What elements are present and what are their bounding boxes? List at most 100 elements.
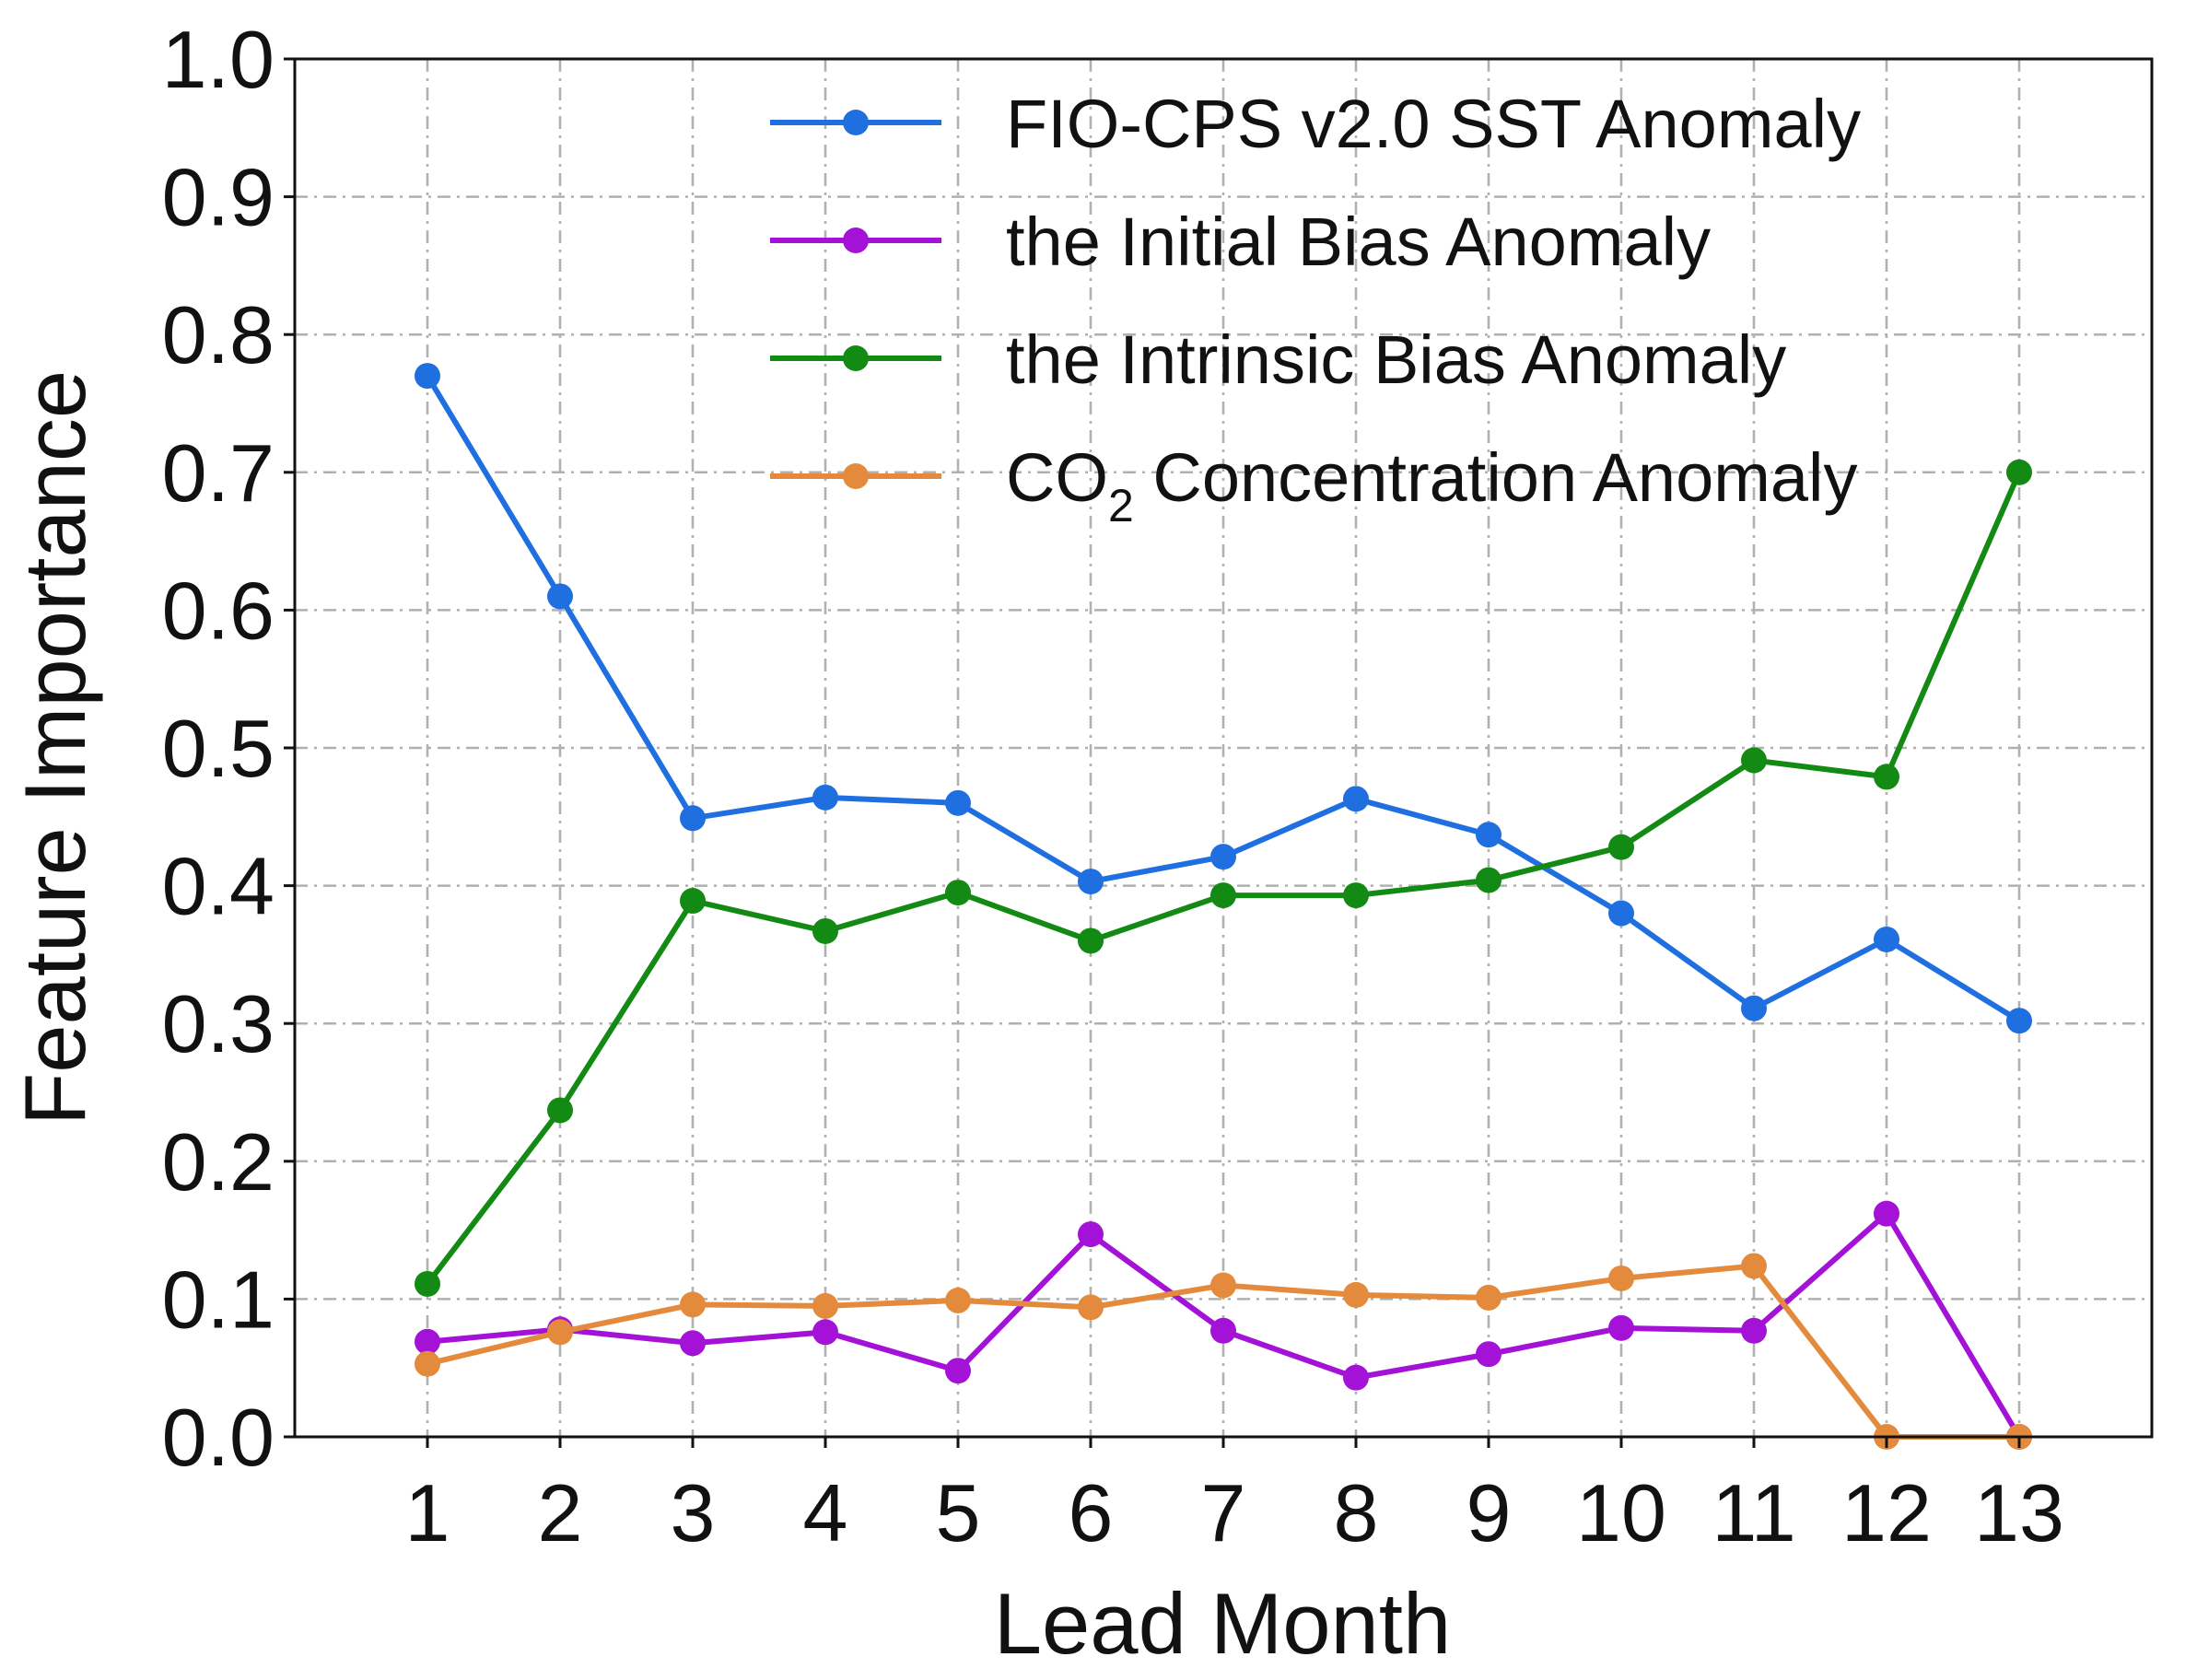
x-tick-label: 3 — [671, 1467, 716, 1558]
legend-label-part: FIO-CPS v2.0 SST Anomaly — [1006, 86, 1861, 162]
legend-label: the Intrinsic Bias Anomaly — [1006, 321, 1786, 398]
data-point — [680, 1330, 706, 1357]
legend-label-part: the Initial Bias Anomaly — [1006, 204, 1711, 280]
legend-item: FIO-CPS v2.0 SST Anomaly — [770, 86, 1861, 162]
legend-label: the Initial Bias Anomaly — [1006, 204, 1711, 280]
grid-lines — [295, 57, 2152, 1439]
legend-item: CO2 Concentration Anomaly — [770, 439, 1857, 531]
legend-label-part: CO — [1006, 439, 1108, 516]
series-1 — [415, 363, 2032, 1034]
data-point — [547, 1097, 573, 1124]
y-tick-label: 0.0 — [162, 1392, 275, 1483]
data-point — [2006, 459, 2032, 485]
series-2 — [415, 1200, 2032, 1450]
data-point — [1210, 1272, 1236, 1299]
y-tick-label: 1.0 — [162, 14, 275, 105]
legend-label: CO2 Concentration Anomaly — [1006, 439, 1857, 531]
data-point — [1210, 882, 1236, 909]
data-point — [945, 880, 971, 906]
x-tick-label: 2 — [538, 1467, 583, 1558]
legend-item: the Intrinsic Bias Anomaly — [770, 321, 1786, 398]
x-tick-label: 6 — [1069, 1467, 1114, 1558]
data-point — [1476, 867, 1501, 893]
data-point — [945, 1358, 971, 1384]
data-point — [1608, 834, 1634, 860]
series-4 — [415, 1253, 2032, 1450]
y-tick-label: 0.5 — [162, 703, 275, 794]
y-tick-label: 0.4 — [162, 841, 275, 932]
legend-label: FIO-CPS v2.0 SST Anomaly — [1006, 86, 1861, 162]
x-tick-label: 12 — [1841, 1467, 1932, 1558]
legend-marker — [843, 345, 869, 371]
x-tick-label: 11 — [1712, 1467, 1795, 1558]
x-tick-label: 13 — [1974, 1467, 2064, 1558]
data-point — [1210, 1317, 1236, 1344]
data-point — [1343, 786, 1369, 812]
data-point — [1741, 747, 1767, 774]
data-point — [812, 917, 838, 944]
y-tick-label: 0.1 — [162, 1254, 275, 1345]
data-point — [1608, 1265, 1634, 1291]
legend-label-part: Concentration Anomaly — [1134, 439, 1858, 516]
data-point — [1078, 1294, 1104, 1321]
data-point — [1078, 869, 1104, 895]
data-point — [945, 1287, 971, 1313]
data-point — [1476, 1341, 1501, 1368]
data-point — [415, 363, 440, 390]
data-point — [1476, 822, 1501, 848]
data-point — [1078, 1221, 1104, 1248]
x-tick-label: 8 — [1334, 1467, 1379, 1558]
legend-item: the Initial Bias Anomaly — [770, 204, 1711, 280]
data-point — [415, 1350, 440, 1377]
data-point — [680, 1291, 706, 1318]
x-tick-label: 7 — [1201, 1467, 1246, 1558]
data-point — [1874, 764, 1899, 790]
data-point — [812, 784, 838, 811]
data-point — [812, 1292, 838, 1319]
data-point — [812, 1319, 838, 1346]
data-point — [1343, 882, 1369, 909]
x-tick-label: 9 — [1466, 1467, 1512, 1558]
data-point — [1741, 1253, 1767, 1279]
data-point — [415, 1270, 440, 1297]
legend-marker — [843, 228, 869, 253]
data-point — [1874, 1200, 1899, 1227]
series-lines — [415, 363, 2032, 1450]
y-tick-label: 0.9 — [162, 152, 275, 243]
data-point — [680, 888, 706, 915]
data-point — [1210, 844, 1236, 870]
x-tick-label: 1 — [405, 1467, 450, 1558]
x-tick-label: 5 — [936, 1467, 981, 1558]
legend-label-part: the Intrinsic Bias Anomaly — [1006, 321, 1786, 398]
data-point — [1741, 1317, 1767, 1344]
x-axis-label: Lead Month — [994, 1575, 1451, 1672]
data-point — [1608, 900, 1634, 927]
y-tick-label: 0.2 — [162, 1116, 275, 1208]
data-point — [1476, 1284, 1501, 1311]
y-axis-ticks: 0.0 0.1 0.2 0.3 0.4 0.5 0.6 0.7 0.8 0.9 1.0 — [162, 14, 295, 1483]
legend-marker — [843, 110, 869, 135]
data-point — [1078, 928, 1104, 954]
x-tick-label: 10 — [1576, 1467, 1666, 1558]
x-tick-label: 4 — [803, 1467, 848, 1558]
series-3 — [415, 459, 2032, 1297]
data-point — [1741, 995, 1767, 1021]
data-point — [680, 805, 706, 832]
data-point — [415, 1328, 440, 1355]
data-point — [547, 583, 573, 610]
data-point — [1874, 926, 1899, 952]
data-point — [547, 1319, 573, 1346]
y-axis-label: Feature Importance — [6, 370, 103, 1126]
data-point — [1343, 1364, 1369, 1391]
y-tick-label: 0.7 — [162, 427, 275, 519]
y-tick-label: 0.6 — [162, 565, 275, 656]
y-tick-label: 0.8 — [162, 289, 275, 380]
legend: FIO-CPS v2.0 SST Anomaly the Initial Bias… — [770, 86, 1861, 531]
y-tick-label: 0.3 — [162, 978, 275, 1069]
data-point — [1608, 1314, 1634, 1341]
data-point — [2006, 1008, 2032, 1034]
x-axis-ticks: 1 2 3 4 5 6 7 8 9 10 11 12 13 — [405, 1437, 2064, 1558]
data-point — [945, 789, 971, 816]
data-point — [1343, 1281, 1369, 1308]
